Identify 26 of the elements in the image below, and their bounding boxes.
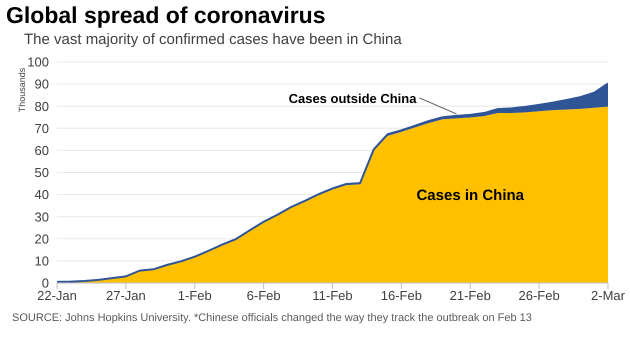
y-tick-label: 20 — [34, 231, 49, 246]
y-tick-label: 60 — [34, 143, 49, 158]
y-tick-label: 80 — [34, 98, 49, 114]
chart-subtitle: The vast majority of confirmed cases have been in China — [24, 31, 402, 48]
y-tick-label: 30 — [34, 209, 49, 224]
x-tick-label: 6-Feb — [246, 288, 281, 304]
series-label: Cases outside China — [288, 90, 418, 106]
y-tick-label: 10 — [34, 254, 49, 269]
source-note: SOURCE: Johns Hopkins University. *Chinese officials changed the way they track the outbreak on Feb 13 — [12, 312, 532, 324]
y-tick-label: 70 — [34, 120, 49, 136]
x-tick-label: 1-Feb — [178, 288, 212, 304]
series-label: Cases in China — [416, 187, 525, 204]
x-tick-label: 11-Feb — [312, 288, 353, 304]
y-tick-label: 100 — [27, 54, 49, 70]
chart-title: Global spread of coronavirus — [6, 2, 326, 29]
x-tick-label: 22-Jan — [37, 288, 77, 304]
x-tick-label: 16-Feb — [380, 288, 422, 304]
y-axis-title: Thousands — [17, 68, 27, 112]
x-tick-label: 26-Feb — [518, 288, 560, 304]
x-tick-label: 21-Feb — [450, 288, 491, 304]
y-tick-label: 40 — [34, 187, 49, 202]
y-tick-label: 50 — [34, 165, 49, 180]
y-tick-label: 90 — [34, 76, 49, 92]
y-tick-label: 0 — [42, 276, 49, 291]
x-tick-label: 27-Jan — [106, 288, 146, 304]
x-tick-label: 2-Mar — [591, 288, 626, 304]
